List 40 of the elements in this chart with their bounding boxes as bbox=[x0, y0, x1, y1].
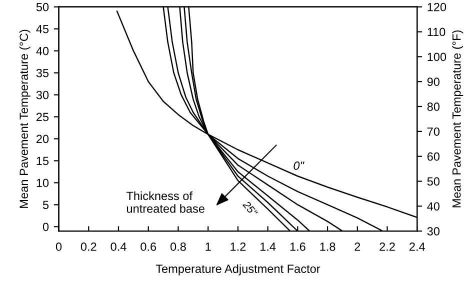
y-tick-label: 35 bbox=[36, 68, 49, 78]
x-tick-label: 1.4 bbox=[260, 242, 276, 251]
x-tick-label: 0.4 bbox=[110, 242, 126, 251]
y-axis-title: Mean Pavement Temperature (°C) bbox=[19, 30, 30, 208]
x-tick-label: 1.2 bbox=[230, 242, 246, 251]
x-tick-label: 0.8 bbox=[170, 242, 186, 251]
y-tick-label: 5 bbox=[42, 200, 49, 210]
y-tick-label: 40 bbox=[36, 46, 49, 56]
y2-tick-label: 90 bbox=[427, 78, 440, 86]
x-axis-title: Temperature Adjustment Factor bbox=[156, 264, 320, 276]
y-tick-label: 0 bbox=[42, 222, 49, 232]
y2-tick-label: 50 bbox=[427, 177, 440, 186]
y-tick-label: 25 bbox=[36, 112, 49, 122]
y2-tick-label: 100 bbox=[428, 52, 446, 62]
y-tick-label: 50 bbox=[36, 2, 49, 12]
x-tick-label: 0.6 bbox=[140, 242, 156, 251]
y-tick-label: 45 bbox=[36, 25, 49, 34]
x-tick-label: 1.6 bbox=[290, 242, 306, 251]
y2-axis-title: Mean Pavement Temperature (°F) bbox=[452, 30, 464, 208]
y-tick-label: 20 bbox=[36, 134, 49, 144]
annotation: 0" bbox=[294, 161, 304, 170]
annotation: Thickness of untreated base bbox=[126, 191, 204, 213]
y-tick-label: 15 bbox=[36, 156, 49, 166]
y2-tick-label: 40 bbox=[427, 202, 440, 211]
y2-tick-label: 120 bbox=[428, 2, 446, 12]
x-tick-label: 1.8 bbox=[320, 242, 336, 251]
y2-tick-label: 30 bbox=[427, 227, 440, 236]
x-tick-label: 0.2 bbox=[80, 242, 96, 251]
x-tick-label: 1 bbox=[206, 242, 211, 251]
x-tick-label: 0 bbox=[56, 242, 62, 251]
x-tick-label: 2.4 bbox=[410, 242, 425, 251]
y-tick-label: 30 bbox=[36, 90, 49, 100]
y2-tick-label: 60 bbox=[427, 152, 440, 161]
y2-tick-label: 110 bbox=[428, 28, 446, 36]
y-tick-label: 10 bbox=[36, 178, 49, 188]
x-tick-label: 2.2 bbox=[380, 242, 395, 251]
y2-tick-label: 70 bbox=[427, 127, 440, 136]
y2-tick-label: 80 bbox=[427, 102, 440, 111]
annotation: 25" bbox=[242, 200, 258, 218]
x-tick-label: 2 bbox=[354, 242, 360, 251]
